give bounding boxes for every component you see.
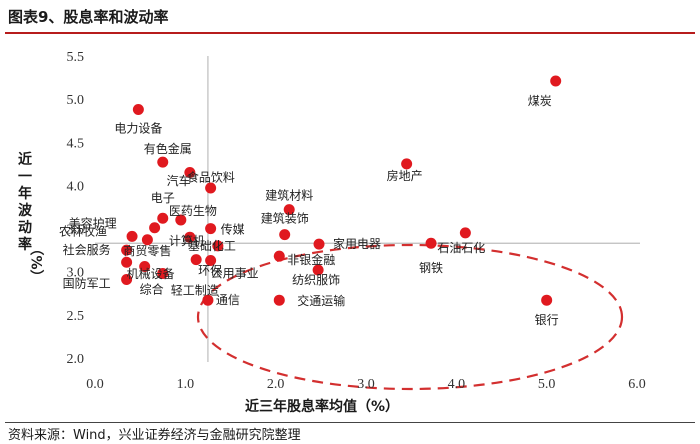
y-tick-label: 5.0 xyxy=(67,93,85,108)
data-point xyxy=(149,222,161,234)
point-label: 农林牧渔 xyxy=(59,224,107,238)
data-point xyxy=(550,75,562,87)
data-point xyxy=(273,294,285,306)
data-point xyxy=(157,212,169,224)
x-tick-label: 0.0 xyxy=(86,377,104,392)
y-tick-label: 5.5 xyxy=(67,50,85,65)
data-point xyxy=(279,229,291,241)
point-label: 交通运输 xyxy=(297,293,345,308)
source-rule xyxy=(5,422,695,423)
point-label: 银行 xyxy=(535,313,559,327)
y-tick-label: 2.0 xyxy=(67,352,85,367)
data-point xyxy=(401,158,413,170)
data-point xyxy=(190,254,202,266)
point-label: 汽车 xyxy=(167,173,191,188)
point-label: 电子 xyxy=(151,191,175,205)
x-tick-label: 2.0 xyxy=(267,377,285,392)
data-point xyxy=(541,294,553,306)
data-point xyxy=(121,256,133,268)
point-label: 综合 xyxy=(140,282,164,297)
y-tick-label: 2.5 xyxy=(67,309,85,324)
y-tick-label: 4.0 xyxy=(67,179,85,194)
data-point xyxy=(132,103,144,115)
x-tick-label: 5.0 xyxy=(538,377,556,392)
point-label: 商贸零售 xyxy=(123,243,171,258)
point-label: 轻工制造 xyxy=(171,283,219,297)
point-label: 房地产 xyxy=(387,168,423,183)
x-tick-label: 6.0 xyxy=(628,377,646,392)
data-point xyxy=(205,223,217,235)
point-label: 美容护理 xyxy=(69,216,117,231)
y-tick-label: 3.5 xyxy=(67,223,85,238)
point-label: 社会服务 xyxy=(63,242,111,257)
data-point xyxy=(313,238,325,250)
y-tick-label: 4.5 xyxy=(67,136,85,151)
highlight-ellipse xyxy=(196,243,624,391)
point-label: 环保 xyxy=(198,264,222,278)
data-point xyxy=(205,254,217,266)
point-label: 公用事业 xyxy=(211,266,259,280)
title-rule xyxy=(5,32,695,34)
point-label: 食品饮料 xyxy=(187,169,235,184)
point-label: 石油石化 xyxy=(437,241,485,255)
data-point xyxy=(459,227,471,239)
data-point xyxy=(121,273,133,285)
x-tick-label: 3.0 xyxy=(357,377,375,392)
point-label: 电力设备 xyxy=(114,121,162,135)
data-point xyxy=(175,214,187,226)
data-point xyxy=(202,294,214,306)
data-point xyxy=(157,156,169,168)
figure-title: 图表9、股息率和波动率 xyxy=(8,8,169,26)
y-axis-label: 近一年波动率 （%） xyxy=(14,152,44,284)
data-point xyxy=(139,261,151,273)
data-point xyxy=(184,166,196,178)
x-tick-label: 4.0 xyxy=(448,377,466,392)
y-axis-label-text: 近一年波动率 xyxy=(18,152,32,253)
y-tick-label: 3.0 xyxy=(67,266,85,281)
data-point xyxy=(273,250,285,262)
data-points xyxy=(121,75,562,306)
data-point xyxy=(126,230,138,242)
data-point xyxy=(157,267,169,279)
point-label: 机械设备 xyxy=(127,266,175,281)
point-label: 国防军工 xyxy=(63,275,111,290)
point-label: 传媒 xyxy=(221,222,245,237)
x-tick-labels: 0.0 1.0 2.0 3.0 4.0 5.0 6.0 xyxy=(86,377,646,392)
point-label: 计算机 xyxy=(169,233,205,248)
x-tick-label: 1.0 xyxy=(177,377,195,392)
point-label: 有色金属 xyxy=(144,141,192,156)
point-label: 基础化工 xyxy=(188,239,236,253)
point-label: 非银金融 xyxy=(287,252,335,267)
data-point xyxy=(121,244,133,256)
data-point xyxy=(205,182,217,194)
x-axis-label: 近三年股息率均值（%） xyxy=(245,398,399,415)
data-point xyxy=(283,204,295,216)
source-note: 资料来源：Wind，兴业证券经济与金融研究院整理 xyxy=(8,428,301,443)
point-label: 煤炭 xyxy=(528,94,552,108)
data-point xyxy=(184,231,196,243)
data-point xyxy=(212,240,224,252)
reference-lines xyxy=(95,56,640,362)
data-point xyxy=(141,234,153,246)
y-tick-labels: 2.0 2.5 3.0 3.5 4.0 4.5 5.0 5.5 xyxy=(67,50,85,367)
data-point xyxy=(312,264,324,276)
point-label: 建筑材料 xyxy=(265,188,313,203)
point-label: 家用电器 xyxy=(333,236,381,251)
point-label: 纺织服饰 xyxy=(292,273,340,287)
data-point xyxy=(425,237,437,249)
point-label: 通信 xyxy=(216,293,240,307)
point-label: 建筑装饰 xyxy=(261,211,309,226)
point-label: 钢铁 xyxy=(419,261,443,275)
point-label: 医药生物 xyxy=(169,204,217,218)
